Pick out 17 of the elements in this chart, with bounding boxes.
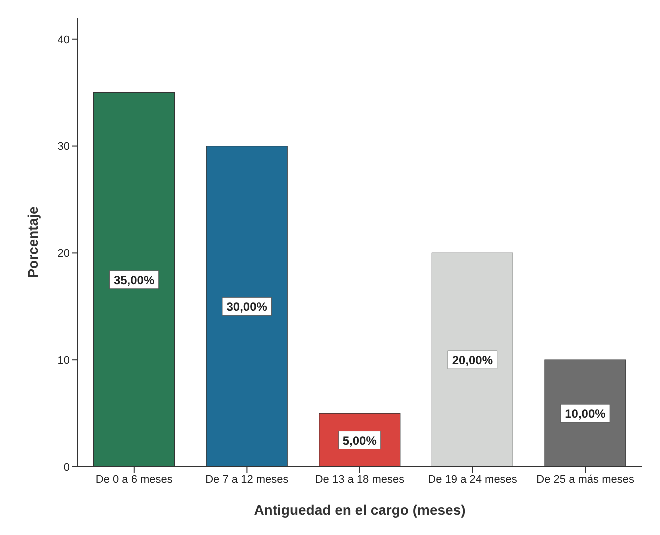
- x-tick-label: De 25 a más meses: [536, 474, 636, 486]
- x-tick-label: De 7 a 12 meses: [206, 474, 290, 486]
- y-tick-label: 30: [58, 141, 70, 154]
- y-tick-label: 20: [58, 248, 70, 260]
- x-tick-label: De 0 a 6 meses: [96, 474, 174, 486]
- data-label: 35,00%: [114, 273, 155, 288]
- data-label: 5,00%: [342, 434, 378, 448]
- y-tick-label: 0: [64, 462, 70, 474]
- data-label: 10,00%: [565, 407, 606, 422]
- data-label: 20,00%: [452, 354, 494, 368]
- y-axis-title: Porcentaje: [24, 206, 41, 278]
- data-label: 30,00%: [226, 300, 268, 314]
- y-tick-label: 10: [58, 355, 70, 367]
- y-tick-label: 40: [58, 34, 70, 46]
- x-axis-title: Antiguedad en el cargo (meses): [254, 502, 466, 518]
- x-tick-label: De 13 a 18 meses: [315, 474, 406, 486]
- x-tick-label: De 19 a 24 meses: [428, 474, 518, 486]
